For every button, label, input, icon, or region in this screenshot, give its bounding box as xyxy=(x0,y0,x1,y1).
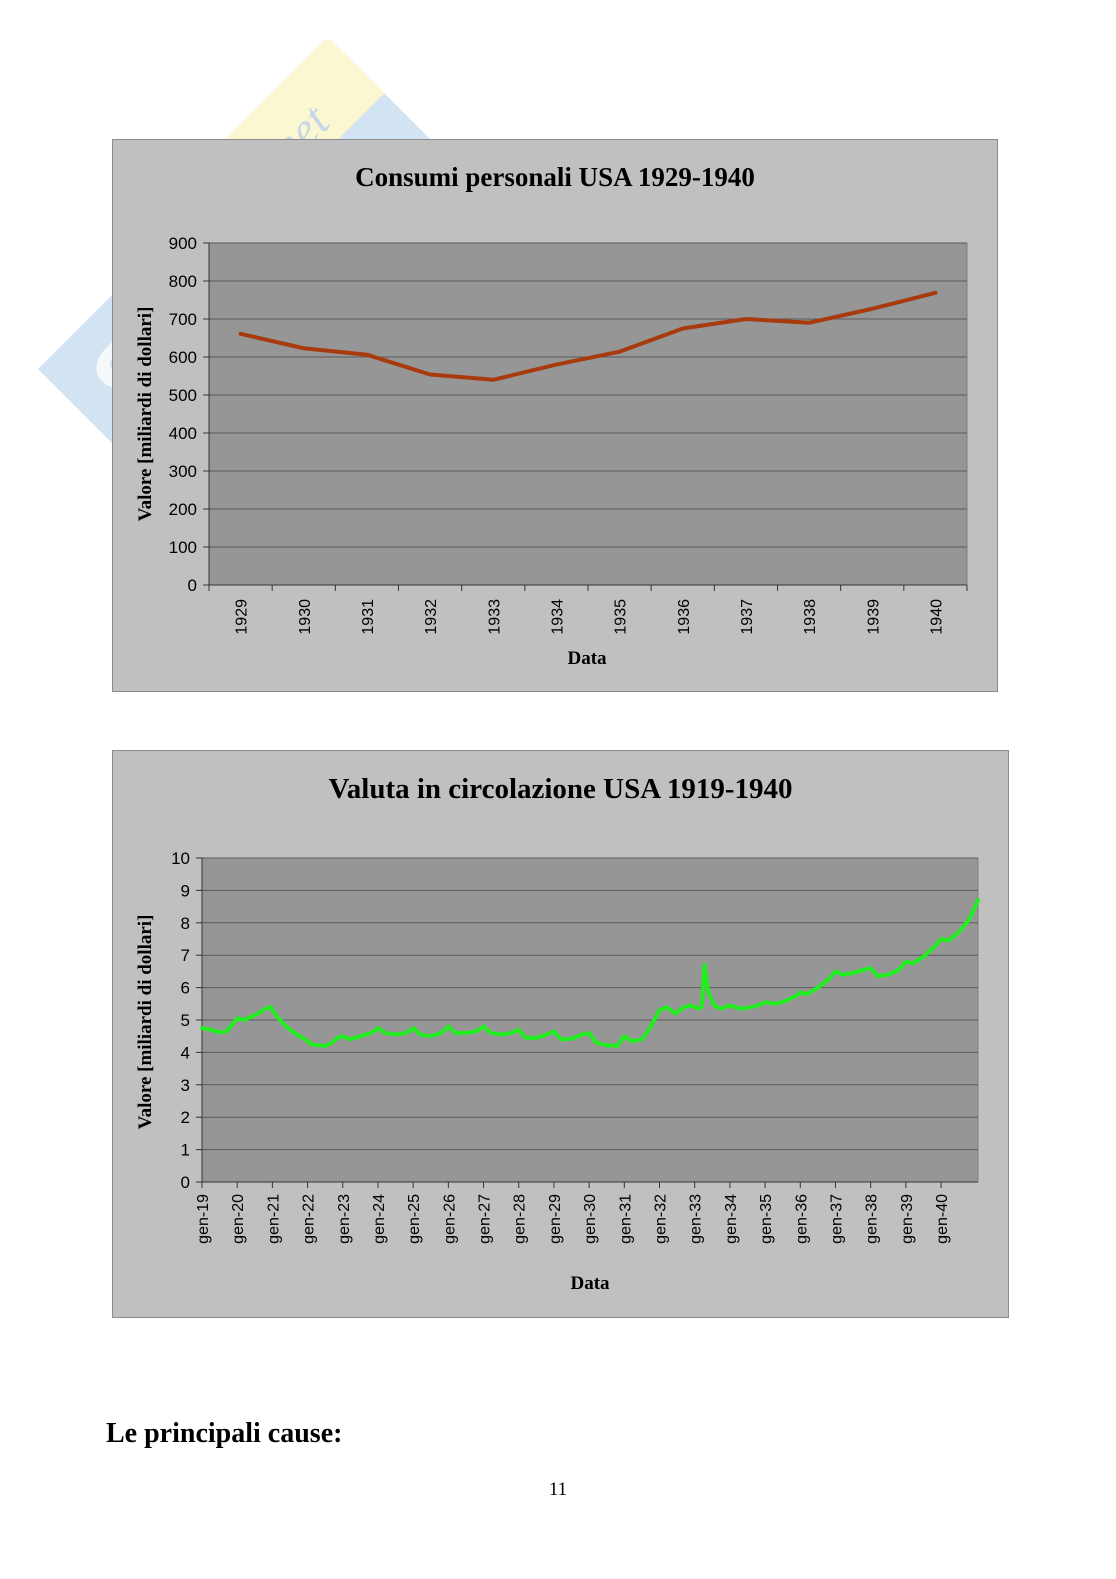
x-tick-label: gen-38 xyxy=(864,1194,881,1244)
y-tick-label: 6 xyxy=(181,979,190,998)
x-tick-label: 1935 xyxy=(613,599,630,635)
x-tick-label: gen-20 xyxy=(230,1194,247,1244)
x-tick-label: gen-24 xyxy=(371,1194,388,1244)
x-tick-label: gen-26 xyxy=(441,1194,458,1244)
x-tick-label: gen-39 xyxy=(899,1194,916,1244)
x-tick-label: 1940 xyxy=(928,599,945,635)
x-tick-label: gen-33 xyxy=(688,1194,705,1244)
x-tick-label: gen-29 xyxy=(547,1194,564,1244)
y-tick-label: 900 xyxy=(169,234,197,253)
y-tick-label: 9 xyxy=(181,881,190,900)
x-tick-label: gen-32 xyxy=(653,1194,670,1244)
y-axis-title: Valore [miliardi di dollari] xyxy=(135,915,156,1130)
x-tick-label: gen-22 xyxy=(301,1194,318,1244)
y-tick-label: 1 xyxy=(181,1141,190,1160)
y-tick-label: 400 xyxy=(169,424,197,443)
x-tick-label: 1934 xyxy=(549,599,566,635)
x-tick-label: gen-34 xyxy=(723,1194,740,1244)
chart-valuta-circolazione: Valuta in circolazione USA 1919-1940 0 1 2… xyxy=(112,750,1009,1318)
chart-plot: 0 100 200 300 400 500 600 700 800 900 1929 1930 1931… xyxy=(135,234,968,669)
y-tick-label: 800 xyxy=(169,272,197,291)
x-tick-label: gen-27 xyxy=(477,1194,494,1244)
y-tick-label: 8 xyxy=(181,914,190,933)
x-tick-label: gen-19 xyxy=(195,1194,212,1244)
y-tick-label: 700 xyxy=(169,310,197,329)
x-tick-label: gen-23 xyxy=(336,1194,353,1244)
y-tick-label: 500 xyxy=(169,386,197,405)
y-tick-label: 5 xyxy=(181,1011,190,1030)
x-tick-label: gen-25 xyxy=(406,1194,423,1244)
chart-consumi-personali: Consumi personali USA 1929-1940 0 100 200 3… xyxy=(112,139,998,692)
x-tick-label: 1937 xyxy=(739,599,756,635)
chart-title: Valuta in circolazione USA 1919-1940 xyxy=(328,773,793,805)
x-axis-title: Data xyxy=(567,648,607,669)
y-tick-label: 100 xyxy=(169,538,197,557)
page-number: 11 xyxy=(548,1479,568,1500)
x-tick-label: 1930 xyxy=(297,599,314,635)
plot-area xyxy=(208,242,968,586)
x-tick-label: gen-30 xyxy=(582,1194,599,1244)
x-tick-label: 1933 xyxy=(486,599,503,635)
x-tick-label: gen-40 xyxy=(934,1194,951,1244)
x-tick-label: gen-37 xyxy=(828,1194,845,1244)
x-tick-label: 1931 xyxy=(360,599,377,635)
y-tick-label: 4 xyxy=(181,1043,190,1062)
series-line xyxy=(200,898,980,1048)
y-tick-label: 0 xyxy=(188,576,197,595)
x-tick-label: gen-35 xyxy=(758,1194,775,1244)
x-tick-label: gen-21 xyxy=(265,1194,282,1244)
x-axis-title: Data xyxy=(570,1273,610,1294)
y-tick-label: 300 xyxy=(169,462,197,481)
x-tick-label: 1929 xyxy=(234,599,251,635)
section-heading: Le principali cause: xyxy=(106,1418,343,1449)
y-tick-label: 10 xyxy=(171,849,190,868)
series-line xyxy=(238,290,938,382)
chart-plot: 0 1 2 3 4 5 6 7 8 9 10 gen-19 gen-20 gen-21 gen-22 gen-… xyxy=(135,849,980,1294)
x-tick-label: gen-28 xyxy=(512,1194,529,1244)
y-tick-label: 0 xyxy=(181,1173,190,1192)
x-tick-label: 1938 xyxy=(802,599,819,635)
y-tick-label: 2 xyxy=(181,1108,190,1127)
y-axis-title: Valore [miliardi di dollari] xyxy=(135,307,156,522)
x-tick-label: gen-31 xyxy=(617,1194,634,1244)
x-tick-label: 1936 xyxy=(676,599,693,635)
x-tick-label: 1932 xyxy=(423,599,440,635)
chart-title: Consumi personali USA 1929-1940 xyxy=(355,162,755,192)
y-tick-label: 7 xyxy=(181,946,190,965)
x-tick-label: 1939 xyxy=(865,599,882,635)
y-tick-label: 200 xyxy=(169,500,197,519)
y-tick-label: 600 xyxy=(169,348,197,367)
x-tick-label: gen-36 xyxy=(793,1194,810,1244)
y-tick-label: 3 xyxy=(181,1076,190,1095)
